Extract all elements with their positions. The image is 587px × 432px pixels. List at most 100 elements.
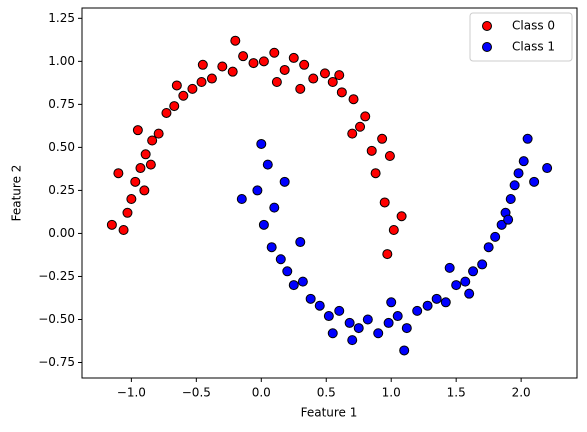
- point: [334, 70, 345, 81]
- point: [383, 317, 394, 328]
- point: [468, 266, 479, 277]
- x-tick-label: −0.5: [182, 386, 211, 400]
- y-tick-label: −0.25: [38, 269, 75, 283]
- point: [256, 138, 267, 149]
- point: [206, 73, 217, 84]
- point: [295, 83, 306, 94]
- point: [518, 156, 529, 167]
- y-tick-label: 0.50: [48, 140, 75, 154]
- point: [230, 35, 241, 46]
- point: [161, 107, 172, 118]
- point: [392, 311, 403, 322]
- point: [279, 64, 290, 75]
- point: [308, 73, 319, 84]
- point: [269, 47, 280, 58]
- point: [401, 323, 412, 334]
- point: [412, 305, 423, 316]
- point: [252, 185, 263, 196]
- x-tick-label: 0.0: [252, 386, 271, 400]
- point: [542, 163, 553, 174]
- point: [258, 219, 269, 230]
- point: [483, 242, 494, 253]
- point: [440, 297, 451, 308]
- point: [490, 231, 501, 242]
- legend-marker: [482, 42, 492, 52]
- legend-marker: [482, 21, 492, 31]
- point: [464, 288, 475, 299]
- point: [258, 56, 269, 67]
- point: [262, 159, 273, 170]
- x-tick-label: −1.0: [117, 386, 146, 400]
- point: [132, 125, 143, 136]
- point: [386, 297, 397, 308]
- legend-label: Class 1: [512, 40, 555, 54]
- plot-frame: [81, 7, 578, 379]
- point: [348, 94, 359, 105]
- point: [118, 225, 129, 235]
- legend-box: [469, 12, 573, 62]
- point: [431, 293, 442, 304]
- point: [377, 133, 388, 144]
- point: [522, 133, 533, 144]
- point: [334, 305, 345, 316]
- point: [248, 58, 259, 69]
- point: [113, 168, 124, 179]
- y-tick-label: −0.50: [38, 312, 75, 326]
- point: [140, 149, 151, 160]
- point: [323, 311, 334, 322]
- point: [139, 185, 150, 196]
- point: [266, 242, 277, 253]
- point: [126, 194, 137, 205]
- point: [238, 51, 249, 62]
- point: [353, 323, 364, 334]
- point: [153, 128, 164, 139]
- y-tick-label: 1.25: [48, 11, 75, 25]
- point: [269, 202, 280, 213]
- point: [496, 219, 507, 230]
- point: [370, 168, 381, 179]
- point: [288, 52, 299, 63]
- point: [169, 101, 180, 112]
- point: [360, 111, 371, 122]
- point: [509, 180, 520, 191]
- point: [373, 328, 384, 339]
- point: [236, 194, 247, 205]
- point: [122, 207, 133, 218]
- x-tick-label: 1.0: [382, 386, 401, 400]
- x-tick-label: 2.0: [512, 386, 531, 400]
- point: [135, 163, 146, 174]
- point: [355, 121, 366, 132]
- x-axis-label: Feature 1: [301, 406, 358, 420]
- point: [336, 87, 347, 98]
- point: [327, 77, 338, 87]
- points: [106, 35, 553, 356]
- point: [196, 77, 207, 87]
- point: [477, 259, 488, 270]
- point: [197, 59, 208, 70]
- point: [217, 61, 228, 72]
- point: [388, 225, 399, 235]
- x-tick-label: 1.5: [447, 386, 466, 400]
- point: [344, 317, 355, 328]
- point: [271, 77, 282, 87]
- point: [279, 176, 290, 187]
- point: [187, 83, 198, 94]
- y-tick-label: −0.75: [38, 355, 75, 369]
- point: [451, 280, 462, 291]
- point: [327, 328, 338, 339]
- point: [529, 176, 540, 187]
- point: [178, 90, 189, 101]
- point: [297, 276, 308, 287]
- point: [319, 68, 330, 79]
- y-tick-label: 0.25: [48, 183, 75, 197]
- point: [422, 300, 433, 311]
- point: [444, 262, 455, 273]
- y-tick-label: 1.00: [48, 54, 75, 68]
- y-tick-label: 0.75: [48, 97, 75, 111]
- point: [314, 300, 325, 311]
- point: [145, 159, 156, 170]
- point: [305, 293, 316, 304]
- legend-label: Class 0: [512, 19, 555, 33]
- point: [460, 276, 471, 287]
- point: [384, 151, 395, 161]
